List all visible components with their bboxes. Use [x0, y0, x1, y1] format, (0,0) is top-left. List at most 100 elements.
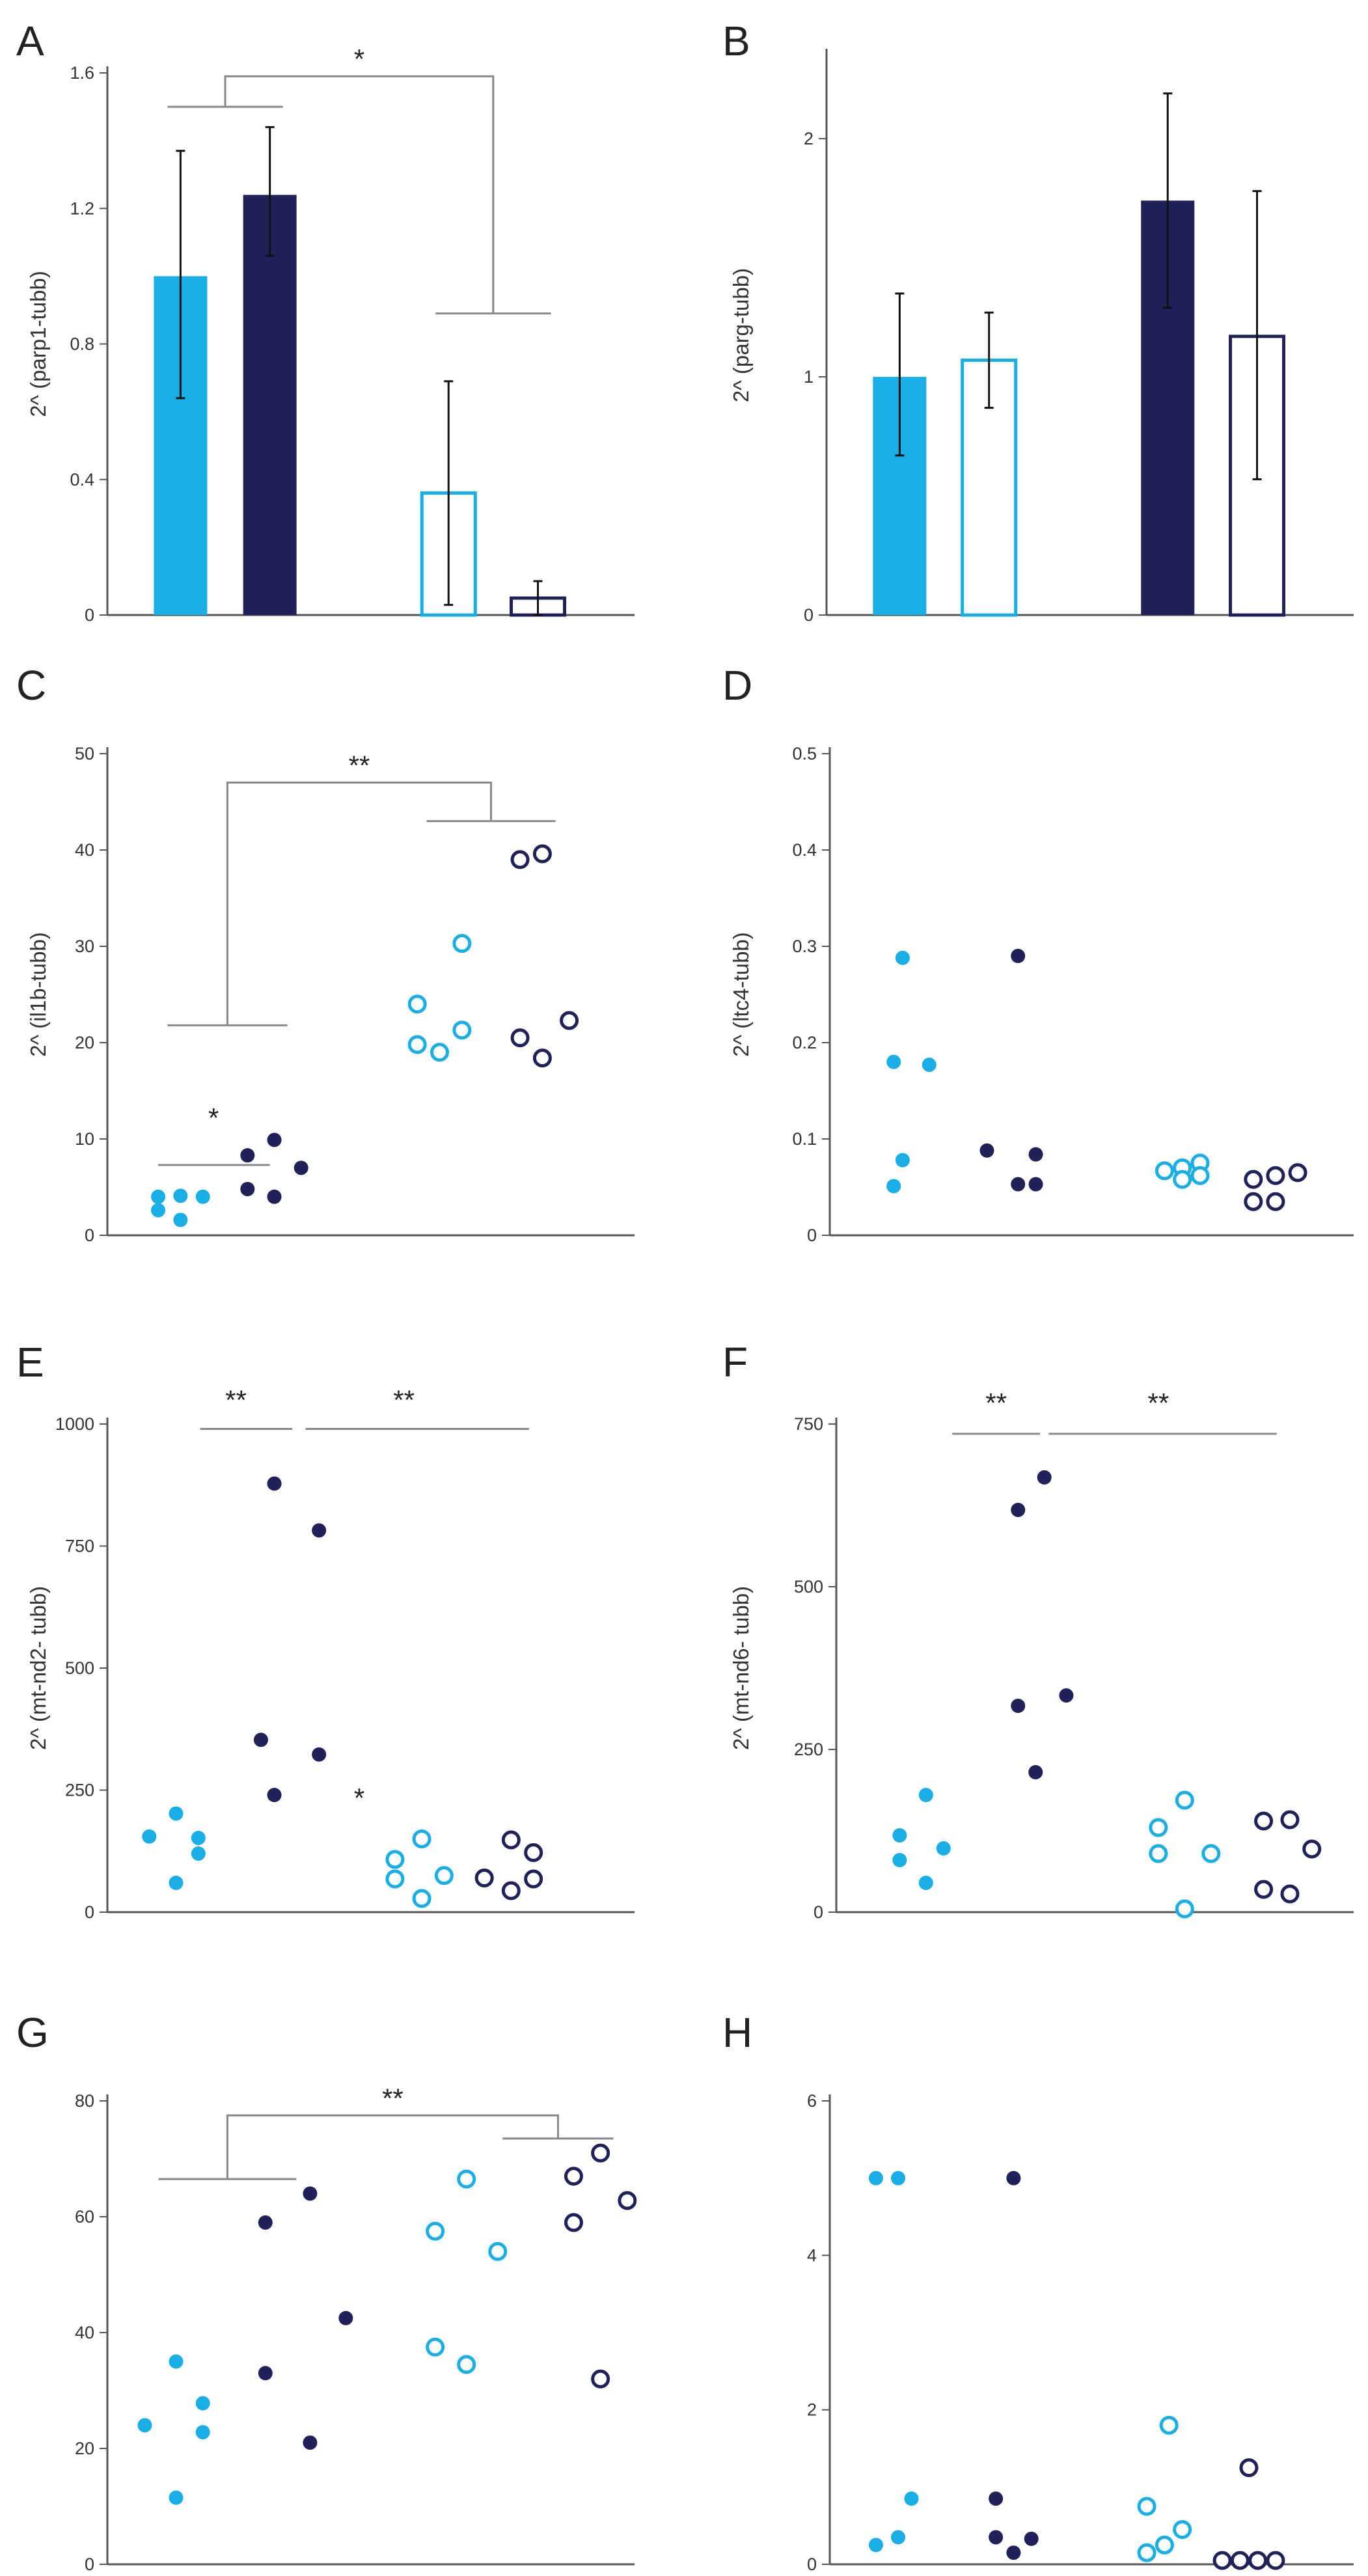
- data-point: [1006, 2545, 1021, 2560]
- y-tick-label: 50: [75, 744, 94, 763]
- significance-label: **: [1148, 1388, 1170, 1418]
- data-point: [895, 950, 910, 965]
- data-point: [532, 844, 552, 864]
- data-point: [267, 1788, 282, 1802]
- data-point: [412, 1829, 431, 1848]
- y-tick-label: 80: [75, 2091, 94, 2111]
- y-tick-label: 500: [65, 1658, 94, 1678]
- data-point: [895, 1153, 910, 1168]
- data-point: [151, 1189, 166, 1204]
- data-point: [892, 1853, 907, 1867]
- y-tick-label: 10: [75, 1129, 94, 1149]
- y-tick-label: 0: [85, 605, 94, 625]
- data-point: [1266, 2551, 1285, 2570]
- data-point: [1175, 1899, 1194, 1919]
- y-tick-label: 0: [807, 2555, 817, 2574]
- data-point: [1037, 1470, 1052, 1485]
- y-tick-label: 0: [85, 1902, 94, 1922]
- y-tick-label: 1.6: [70, 63, 94, 83]
- data-point: [1011, 948, 1026, 963]
- y-tick-label: 0.8: [70, 335, 94, 354]
- data-point: [1137, 2543, 1156, 2562]
- data-point: [591, 2369, 610, 2389]
- y-tick-label: 20: [75, 2439, 94, 2458]
- y-tick-label: 60: [75, 2207, 94, 2227]
- data-point: [591, 2143, 610, 2163]
- data-point: [258, 2366, 273, 2381]
- panel-letter: G: [16, 2009, 49, 2056]
- y-tick-label: 0.2: [792, 1033, 817, 1052]
- bracket-connector: [224, 75, 495, 314]
- y-tick-label: 0.3: [792, 937, 817, 956]
- panel-letter: F: [722, 1339, 748, 1386]
- panel-letter: E: [16, 1339, 44, 1386]
- panel-a: A 0 0.4 0.8 1.2 1.6 2^ (parp1-tubb) *: [16, 18, 635, 625]
- data-point: [142, 1829, 157, 1844]
- data-point: [434, 1866, 454, 1885]
- y-axis-label: 2^ (il1b-tubb): [26, 932, 50, 1057]
- data-point: [430, 1043, 450, 1062]
- data-point: [1059, 1688, 1074, 1703]
- data-point: [488, 2241, 508, 2261]
- data-point: [426, 2337, 445, 2357]
- data-point: [1190, 1166, 1210, 1185]
- data-point: [267, 1132, 282, 1147]
- significance-label: **: [985, 1388, 1007, 1418]
- data-point: [1173, 1170, 1192, 1189]
- y-axis-label: 2^ (parg-tubb): [729, 268, 753, 402]
- data-point: [151, 1203, 166, 1218]
- data-point: [452, 1021, 472, 1040]
- data-point: [407, 994, 427, 1014]
- data-point: [1175, 1790, 1194, 1810]
- data-point: [1149, 1818, 1168, 1837]
- y-tick-label: 40: [75, 840, 94, 860]
- data-point: [989, 2491, 1004, 2506]
- y-tick-label: 0: [814, 1902, 823, 1922]
- data-point: [1011, 1177, 1026, 1192]
- data-point: [1266, 1192, 1285, 1211]
- data-point: [1011, 1503, 1026, 1517]
- data-point: [918, 1876, 933, 1890]
- y-tick-label: 0.4: [70, 470, 94, 489]
- data-point: [891, 2171, 906, 2185]
- data-point: [1011, 1699, 1026, 1713]
- significance-label: *: [354, 44, 364, 74]
- data-point: [169, 1806, 184, 1821]
- y-tick-label: 0.4: [792, 840, 817, 860]
- y-tick-label: 0: [804, 605, 814, 625]
- data-point: [560, 1011, 579, 1030]
- data-point: [412, 1889, 431, 1908]
- panel-d: D 0 0.1 0.2 0.3 0.4 0.5 2^ (ltc4-tubb): [722, 662, 1354, 1245]
- data-point: [240, 1181, 255, 1196]
- data-point: [258, 2215, 273, 2230]
- data-point: [137, 2418, 152, 2433]
- data-point: [169, 1876, 184, 1890]
- data-point: [303, 2435, 318, 2450]
- data-point: [886, 1179, 901, 1194]
- data-point: [474, 1869, 494, 1887]
- panel-letter: C: [16, 662, 46, 709]
- data-point: [452, 934, 472, 953]
- data-point: [303, 2186, 318, 2201]
- significance-label: **: [393, 1385, 415, 1416]
- significance-label: *: [354, 1783, 364, 1813]
- data-point: [868, 2171, 883, 2185]
- data-point: [510, 850, 530, 870]
- data-point: [426, 2221, 445, 2241]
- y-tick-label: 0: [807, 1226, 817, 1245]
- data-point: [1155, 2535, 1174, 2555]
- data-point: [169, 2490, 184, 2505]
- data-point: [457, 2169, 476, 2189]
- y-tick-label: 6: [807, 2091, 817, 2111]
- data-point: [1212, 2551, 1232, 2570]
- y-tick-label: 0: [85, 1226, 94, 1245]
- data-point: [524, 1843, 543, 1862]
- data-point: [385, 1869, 405, 1889]
- data-point: [868, 2538, 883, 2553]
- y-tick-label: 0.1: [792, 1129, 817, 1149]
- data-point: [267, 1189, 282, 1204]
- data-point: [1254, 1880, 1274, 1899]
- data-point: [891, 2530, 906, 2545]
- data-point: [191, 1831, 206, 1845]
